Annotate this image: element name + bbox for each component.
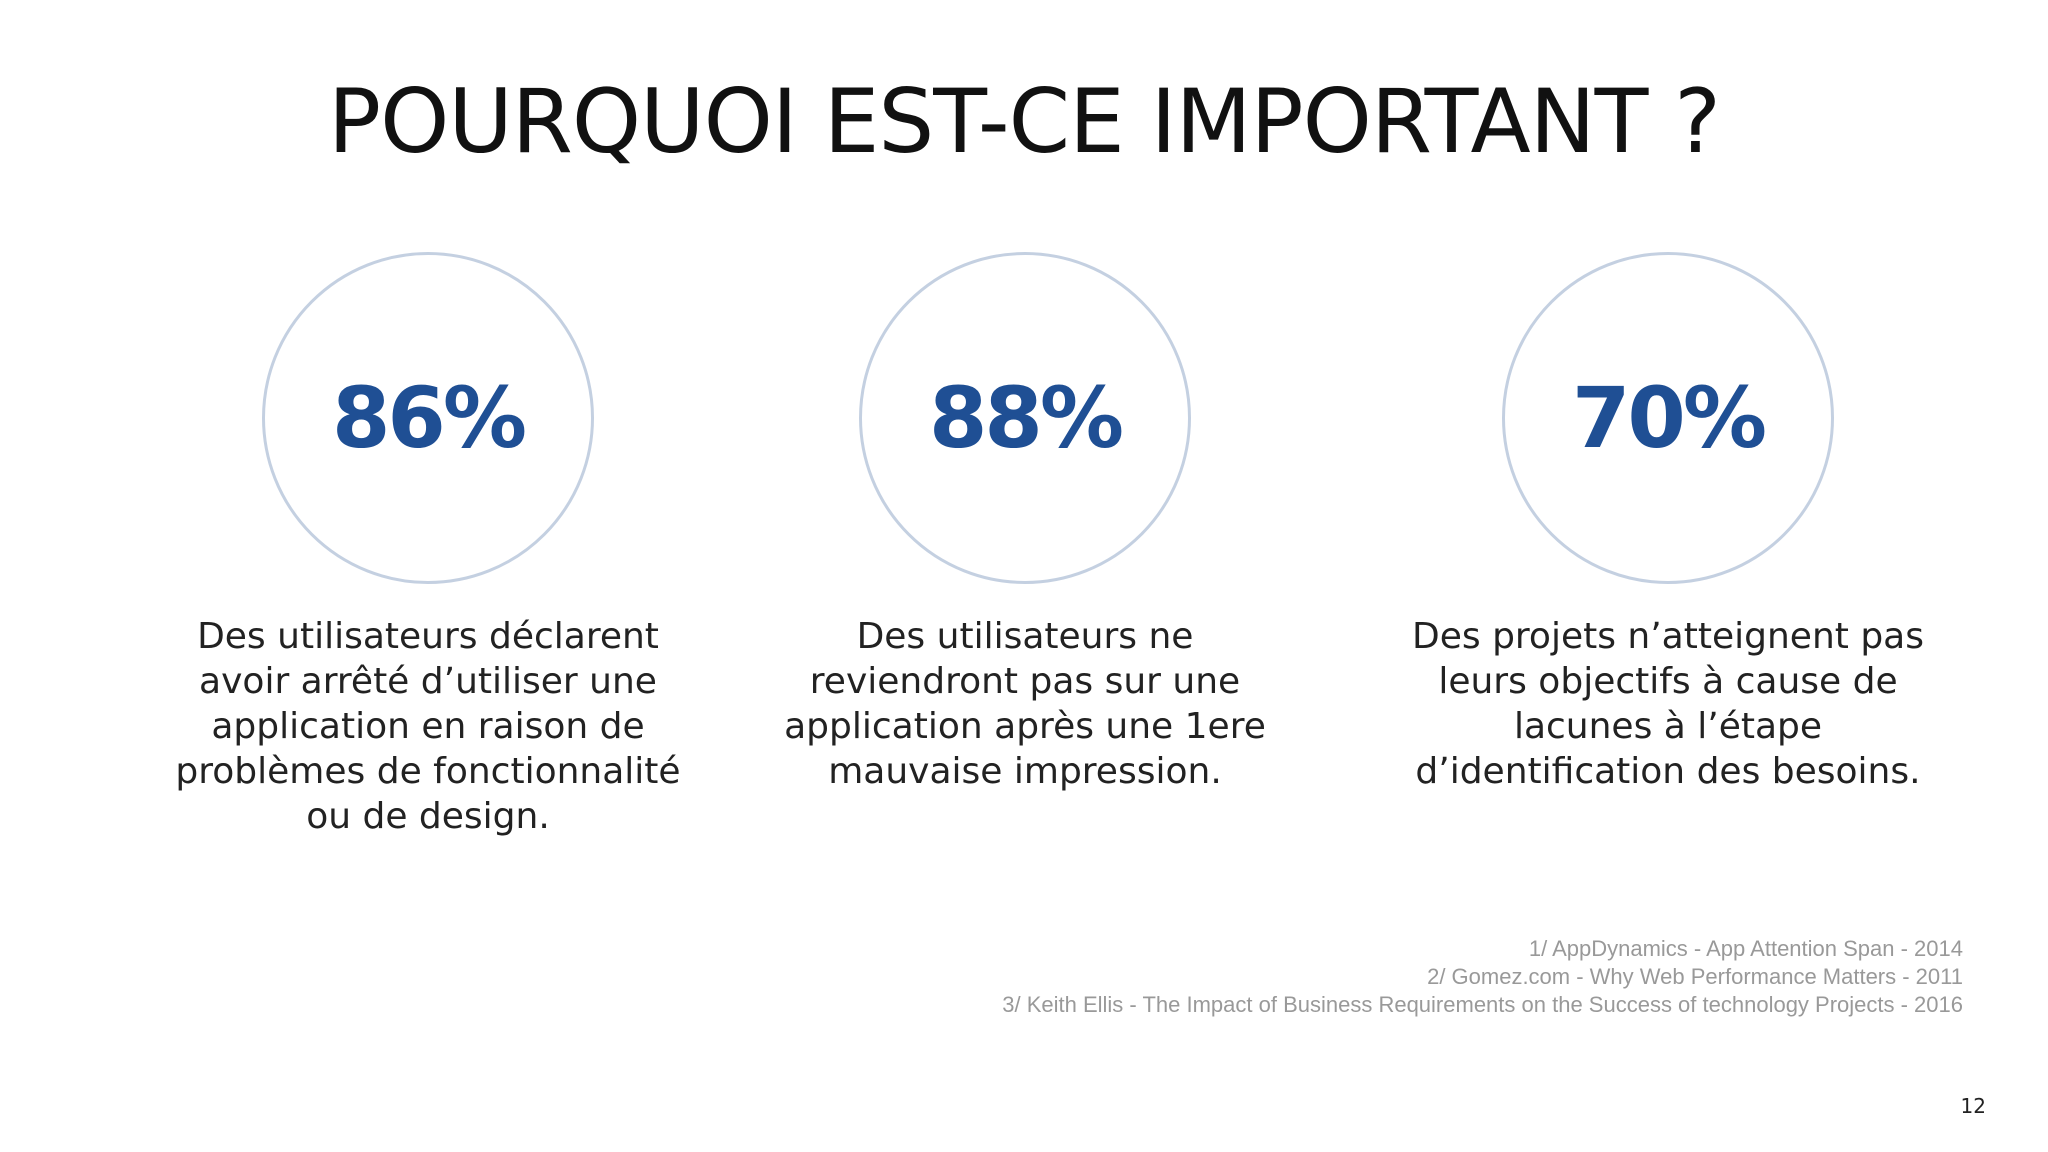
stat-description-line: reviendront pas sur une <box>809 661 1241 702</box>
stat-description-line: lacunes à l’étape <box>1513 706 1823 747</box>
stat-circle: 88% <box>859 252 1191 584</box>
stat-description-line: problèmes de fonctionnalité <box>175 751 681 792</box>
stat-description-line: d’identification des besoins. <box>1415 751 1921 792</box>
stat-description-line: Des projets n’atteignent pas <box>1412 616 1924 657</box>
stat-description: Des utilisateurs déclarent avoir arrêté … <box>108 614 748 839</box>
stat-description-line: mauvaise impression. <box>828 751 1222 792</box>
stat-description-line: application après une 1ere <box>784 706 1266 747</box>
stat-circle: 70% <box>1502 252 1834 584</box>
stat-circle: 86% <box>262 252 594 584</box>
sources-list: 1/ AppDynamics - App Attention Span - 20… <box>1002 935 1963 1019</box>
stat-card-3: 70% Des projets n’atteignent pas leurs o… <box>1348 252 1988 794</box>
stat-description-line: leurs objectifs à cause de <box>1438 661 1898 702</box>
stat-description-line: Des utilisateurs déclarent <box>197 616 659 657</box>
stat-value: 70% <box>1571 369 1767 467</box>
stat-value: 86% <box>331 369 527 467</box>
page-number: 12 <box>1960 1094 1986 1118</box>
stat-card-1: 86% Des utilisateurs déclarent avoir arr… <box>108 252 748 839</box>
stat-value: 88% <box>928 369 1124 467</box>
stat-description: Des projets n’atteignent pas leurs objec… <box>1348 614 1988 794</box>
source-item: 2/ Gomez.com - Why Web Performance Matte… <box>1427 964 1963 989</box>
stat-description-line: application en raison de <box>211 706 645 747</box>
stat-description-line: Des utilisateurs ne <box>856 616 1194 657</box>
slide-title: POURQUOI EST-CE IMPORTANT ? <box>328 70 1721 173</box>
stat-card-2: 88% Des utilisateurs ne reviendront pas … <box>705 252 1345 794</box>
source-item: 3/ Keith Ellis - The Impact of Business … <box>1002 992 1963 1017</box>
stat-description-line: ou de design. <box>306 796 550 837</box>
stat-description-line: avoir arrêté d’utiliser une <box>199 661 657 702</box>
stat-description: Des utilisateurs ne reviendront pas sur … <box>705 614 1345 794</box>
source-item: 1/ AppDynamics - App Attention Span - 20… <box>1528 936 1963 961</box>
